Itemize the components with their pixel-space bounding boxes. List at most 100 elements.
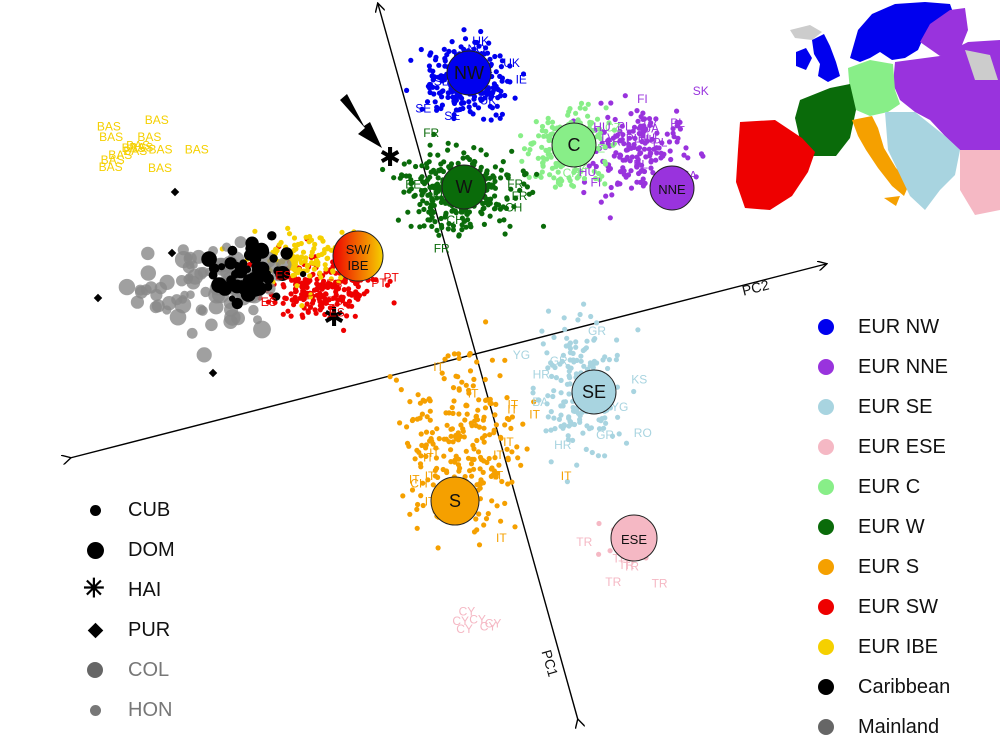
sample-point — [588, 425, 595, 431]
sample-point — [335, 279, 341, 285]
sample-point — [527, 147, 533, 153]
legend-marker: ✳ — [83, 573, 105, 603]
sample-point — [415, 501, 421, 508]
legend-item-sw: EUR SW — [818, 587, 950, 627]
sample-point — [627, 135, 633, 141]
sample-point — [602, 354, 608, 360]
legend-item-c: EUR C — [818, 467, 950, 507]
sample-label: IT — [429, 446, 440, 460]
sample-point — [623, 440, 630, 446]
sample-point — [628, 168, 634, 174]
sample-point — [461, 434, 467, 440]
sample-point — [445, 226, 451, 232]
sample-point — [646, 116, 653, 122]
sample-point — [410, 416, 416, 423]
sample-point — [609, 192, 615, 198]
sample-point — [693, 174, 699, 180]
sample-point — [280, 300, 286, 306]
sample-label: UK — [472, 34, 489, 48]
pur-point — [167, 248, 177, 258]
sample-point — [582, 346, 588, 352]
sample-point — [401, 189, 407, 195]
sample-point — [628, 185, 635, 191]
legend-marker — [82, 617, 108, 643]
sample-point — [518, 133, 524, 139]
legend-label: PUR — [128, 618, 171, 641]
mainland-point — [176, 275, 188, 287]
sample-point — [539, 169, 545, 175]
map-scandinavia — [850, 2, 955, 62]
sample-point — [424, 164, 430, 171]
sample-label: BAS — [145, 113, 169, 127]
sample-point — [606, 120, 612, 126]
sample-point — [397, 175, 403, 181]
sample-label: IT — [423, 450, 434, 464]
sample-point — [449, 39, 455, 45]
sample-point — [432, 57, 439, 63]
sample-point — [498, 167, 504, 173]
caribbean-point — [272, 292, 281, 301]
sample-point — [566, 391, 572, 397]
sample-point — [426, 63, 432, 69]
sample-point — [331, 295, 337, 301]
sample-point — [352, 313, 358, 319]
sample-point — [534, 171, 540, 177]
sample-point — [565, 433, 571, 439]
sample-point — [591, 358, 598, 364]
sample-point — [489, 498, 495, 504]
sample-point — [408, 180, 414, 187]
sample-point — [639, 162, 645, 168]
caribbean-point — [275, 266, 291, 281]
sample-point — [481, 522, 487, 528]
sample-point — [602, 159, 608, 165]
caribbean-point — [217, 281, 233, 296]
sample-point — [654, 150, 660, 156]
sample-point — [487, 175, 493, 181]
sample-point — [468, 461, 475, 467]
sample-point — [310, 297, 316, 304]
sample-point — [445, 90, 451, 96]
sample-label: BAS — [123, 144, 147, 158]
sample-point — [567, 178, 573, 184]
sample-point — [493, 422, 499, 428]
sample-point — [300, 314, 306, 320]
caribbean-point — [240, 286, 256, 302]
sample-point — [404, 87, 410, 93]
sample-point — [556, 416, 563, 422]
sample-point — [435, 175, 441, 181]
sample-point — [474, 437, 480, 444]
sample-point — [493, 401, 499, 407]
sample-point — [547, 134, 553, 140]
sample-label: PT — [371, 276, 387, 290]
sample-label: RU — [612, 135, 629, 149]
sample-point — [539, 144, 545, 150]
sample-point — [543, 428, 549, 434]
sample-point — [334, 301, 340, 307]
cluster-label: S — [449, 491, 461, 511]
sample-point — [524, 446, 530, 452]
sample-point — [549, 373, 555, 379]
sample-label: CH — [410, 477, 427, 491]
map-italy — [852, 116, 910, 196]
sample-point — [286, 231, 293, 237]
sample-point — [322, 311, 328, 318]
sample-point — [571, 421, 578, 428]
sample-point — [520, 71, 527, 77]
sample-point — [434, 227, 440, 233]
mainland-point — [196, 347, 212, 363]
sample-point — [524, 184, 531, 190]
sample-point — [440, 88, 446, 94]
sample-point — [614, 132, 621, 138]
sample-point — [567, 357, 573, 363]
sample-point — [452, 457, 458, 463]
sample-point — [545, 393, 551, 399]
sample-point — [491, 427, 497, 433]
sample-point — [603, 105, 609, 111]
sample-point — [552, 426, 558, 432]
sample-point — [544, 156, 550, 162]
sample-point — [462, 417, 468, 423]
mainland-point — [171, 294, 183, 306]
sample-point — [427, 89, 433, 96]
legend-label: EUR SE — [858, 395, 933, 418]
